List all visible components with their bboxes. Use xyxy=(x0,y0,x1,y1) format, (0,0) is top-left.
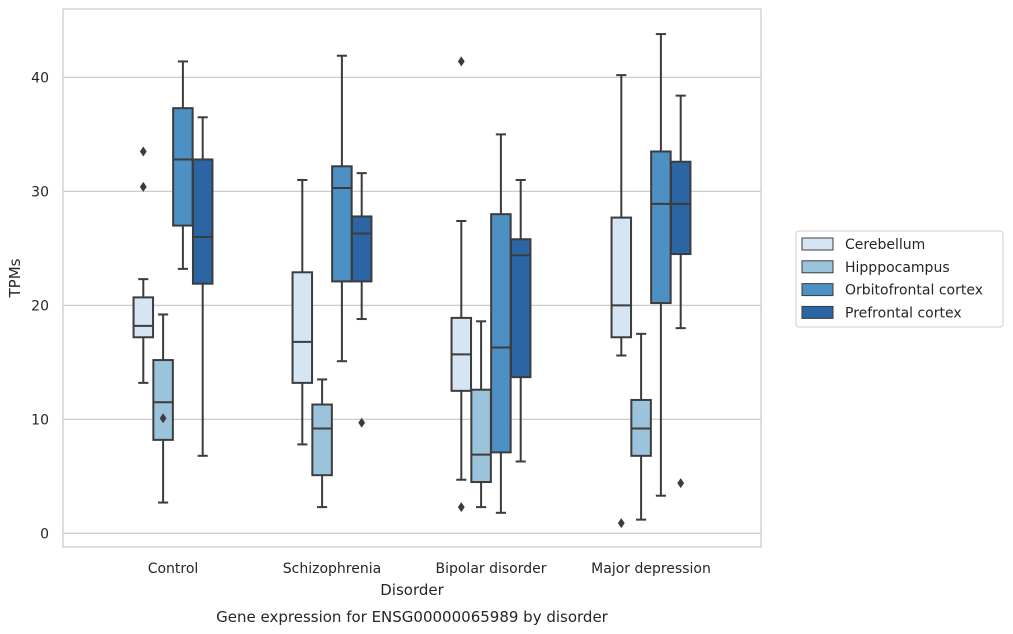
y-tick-label-30: 30 xyxy=(31,184,49,200)
outlier-point xyxy=(139,181,147,192)
box-2-4 xyxy=(630,332,652,521)
box-body xyxy=(331,165,353,283)
box-4-2 xyxy=(350,172,373,428)
outlier-point xyxy=(457,502,465,513)
box-3-2 xyxy=(331,54,353,363)
box-1-3 xyxy=(450,56,473,513)
legend-label-3: Orbitofrontal cortex xyxy=(845,283,983,299)
legend-swatch-3 xyxy=(801,283,834,297)
box-body xyxy=(191,158,214,285)
box-body xyxy=(311,403,333,477)
legend-label-2: Hipppocampus xyxy=(845,260,950,276)
plot-background xyxy=(63,9,761,547)
chart-caption: Gene expression for ENSG00000065989 by d… xyxy=(216,608,609,626)
box-4-4 xyxy=(669,94,692,489)
box-4-1 xyxy=(191,116,214,457)
legend-swatch-1 xyxy=(801,237,834,251)
box-1-4 xyxy=(610,74,633,529)
box-body xyxy=(669,160,692,256)
outlier-point xyxy=(677,478,685,489)
legend: Cerebellum Hipppocampus Orbitofrontal cort… xyxy=(795,230,1004,328)
y-tick-label-40: 40 xyxy=(31,70,49,86)
outlier-point xyxy=(139,146,147,157)
plot-frame xyxy=(62,8,762,548)
legend-swatch-2 xyxy=(801,260,834,274)
box-body xyxy=(152,359,174,441)
outlier-point xyxy=(457,56,465,67)
box-body xyxy=(650,150,672,305)
outlier-point xyxy=(358,417,366,428)
box-body xyxy=(350,215,373,283)
box-body xyxy=(470,388,492,484)
x-tick-label-1: Control xyxy=(148,561,199,577)
legend-frame xyxy=(795,230,1004,328)
box-body xyxy=(610,216,633,339)
box-body xyxy=(291,271,314,384)
legend-swatch-4 xyxy=(801,305,834,319)
legend-label-4: Prefrontal cortex xyxy=(845,305,962,321)
box-4-3 xyxy=(509,178,532,463)
boxes-layer xyxy=(132,33,692,529)
y-tick-labels: 0 10 20 30 40 xyxy=(31,70,49,542)
box-body xyxy=(490,213,512,454)
y-tick-label-10: 10 xyxy=(31,412,49,428)
x-tick-label-4: Major depression xyxy=(591,561,711,577)
box-2-3 xyxy=(470,320,492,509)
x-tick-label-3: Bipolar disorder xyxy=(435,561,546,577)
x-tick-label-2: Schizophrenia xyxy=(283,561,381,577)
box-3-3 xyxy=(490,133,512,514)
y-axis-title: TPMs xyxy=(6,258,24,298)
outlier-point xyxy=(159,413,167,424)
x-axis-title: Disorder xyxy=(380,581,444,599)
box-body xyxy=(132,296,155,339)
y-tick-label-0: 0 xyxy=(40,526,49,542)
box-3-4 xyxy=(650,33,672,497)
box-1-2 xyxy=(291,178,314,446)
box-2-1 xyxy=(152,313,174,504)
outlier-point xyxy=(617,518,625,529)
box-body xyxy=(509,238,532,379)
box-body xyxy=(172,107,194,227)
box-1-1 xyxy=(132,146,155,384)
y-tick-label-20: 20 xyxy=(31,298,49,314)
legend-label-1: Cerebellum xyxy=(845,237,925,253)
x-tick-labels: Control Schizophrenia Bipolar disorder Majo… xyxy=(148,561,711,577)
box-2-2 xyxy=(311,378,333,509)
